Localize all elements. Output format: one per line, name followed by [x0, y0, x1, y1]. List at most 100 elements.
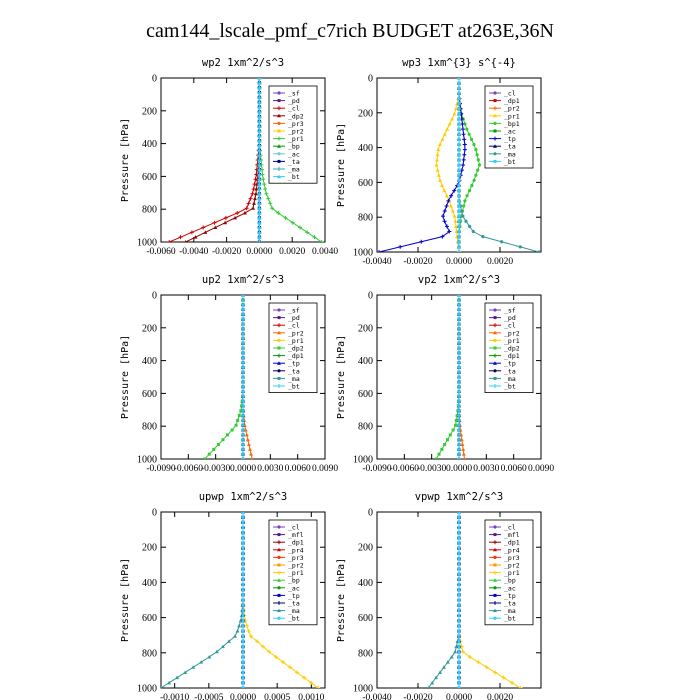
series-point-ma — [460, 209, 464, 213]
legend-entry: _ma — [504, 150, 516, 158]
series-point-bt — [241, 360, 245, 365]
legend-marker — [493, 338, 497, 342]
series-point-tp — [449, 193, 454, 198]
series-point-dp2 — [454, 418, 458, 422]
series-point-bt — [241, 629, 245, 633]
y-tick-label: 600 — [142, 172, 157, 183]
y-tick-label: 0 — [368, 74, 373, 85]
series-point-bt — [457, 81, 461, 85]
series-point-bt — [457, 360, 461, 365]
x-tick-label: 0.0060 — [285, 464, 311, 474]
series-point-ma — [207, 654, 212, 659]
series-point-bt — [457, 457, 461, 459]
series-point-tp — [460, 122, 465, 127]
series-point-ma — [464, 219, 468, 223]
y-tick-label: 400 — [142, 356, 157, 367]
series-point-bt — [241, 556, 245, 561]
series-point-bt — [257, 143, 262, 148]
series-point-bt — [457, 629, 461, 633]
y-tick-label: 0 — [152, 291, 157, 302]
x-tick-label: 0.0000 — [246, 247, 272, 257]
series-point-bt — [457, 403, 461, 408]
x-tick-label: -0.0060 — [146, 247, 176, 257]
series-point-bp1 — [465, 194, 469, 198]
series-point-bt — [241, 639, 245, 644]
legend-entry: _pr4 — [288, 546, 304, 554]
series-point-tp — [461, 157, 466, 162]
panel-5: upwp 1xm^2/s^3 Pressure [hPa] 0 200 400 600 80… — [120, 491, 326, 700]
series-point-pr2 — [245, 437, 250, 442]
y-tick-label: 200 — [358, 108, 373, 119]
legend-marker — [277, 152, 281, 156]
legend-marker — [493, 121, 497, 125]
legend-entry: _pr3 — [504, 554, 520, 562]
series-point-bp1 — [465, 127, 469, 131]
series-point-bt — [457, 137, 461, 141]
x-tick-label: 0.0030 — [473, 464, 499, 474]
legend-marker — [277, 308, 281, 312]
series-point-bt — [241, 452, 245, 457]
series-group — [427, 512, 523, 688]
series-point-tp — [447, 229, 452, 234]
legend-entry: _bp1 — [504, 120, 520, 128]
series-point-bt — [257, 201, 262, 205]
y-tick-label: 200 — [358, 543, 373, 554]
series-point-bt — [241, 321, 245, 326]
legend-marker — [277, 570, 281, 575]
series-point-bt — [241, 442, 245, 447]
series-point-bt — [241, 588, 245, 592]
series-point-bp1 — [472, 178, 476, 182]
x-tick-label: 0.0000 — [230, 464, 256, 474]
y-axis-label: Pressure [hPa] — [336, 123, 347, 207]
legend-marker — [493, 144, 497, 148]
series-point-ma — [161, 686, 163, 688]
series-point-dp2 — [230, 428, 234, 432]
legend-entry: _sf — [504, 307, 516, 315]
series-point-pr1 — [268, 201, 273, 206]
legend-entry: _dp1 — [288, 539, 304, 547]
legend-entry: _tp — [504, 360, 516, 368]
legend-marker — [493, 540, 497, 545]
x-tick-label: 0.0090 — [528, 464, 554, 474]
series-point-pr1 — [493, 670, 498, 675]
legend-entry: _pr3 — [288, 120, 304, 128]
series-point-bt — [241, 603, 245, 607]
legend-entry: _pr1 — [288, 135, 304, 143]
series-point-dp2 — [193, 235, 198, 239]
panel-title: up2 1xm^2/s^3 — [202, 274, 284, 286]
series-point-pr1 — [319, 240, 324, 242]
series-point-dp2 — [236, 418, 240, 422]
series-point-bt — [457, 96, 461, 100]
series-point-pr2 — [461, 447, 466, 451]
series-point-bt — [457, 199, 461, 203]
series-point-bt — [457, 178, 461, 182]
series-point-pr1 — [476, 660, 481, 665]
series-point-bt — [241, 613, 245, 618]
series-point-tp — [444, 203, 449, 208]
series-point-bt — [241, 336, 245, 341]
series-point-bt — [457, 375, 461, 379]
series-point-bt — [457, 650, 461, 654]
series-point-bt — [457, 577, 461, 581]
legend-entry: _ac — [504, 584, 516, 592]
legend-entry: _bt — [288, 615, 300, 623]
x-tick-label: -0.0040 — [179, 247, 209, 257]
legend-entry: _pr4 — [504, 546, 520, 554]
y-tick-label: 400 — [358, 356, 373, 367]
series-point-bt — [457, 520, 461, 524]
legend-entry: _ta — [288, 367, 300, 375]
x-tick-label: 0.0020 — [487, 693, 513, 700]
legend-entry: _bt — [288, 383, 300, 391]
series-point-bt — [257, 196, 262, 201]
series-point-bt — [457, 78, 461, 80]
series-point-bt — [241, 541, 245, 545]
series-point-ma — [454, 644, 459, 649]
series-point-pr1 — [452, 111, 457, 116]
legend-marker — [493, 376, 497, 380]
legend-marker — [277, 330, 281, 335]
series-point-bt — [457, 204, 461, 208]
series-point-bt — [457, 681, 461, 685]
x-tick-label: -0.0060 — [174, 464, 204, 474]
legend-marker — [277, 353, 281, 358]
legend-marker — [493, 106, 497, 111]
